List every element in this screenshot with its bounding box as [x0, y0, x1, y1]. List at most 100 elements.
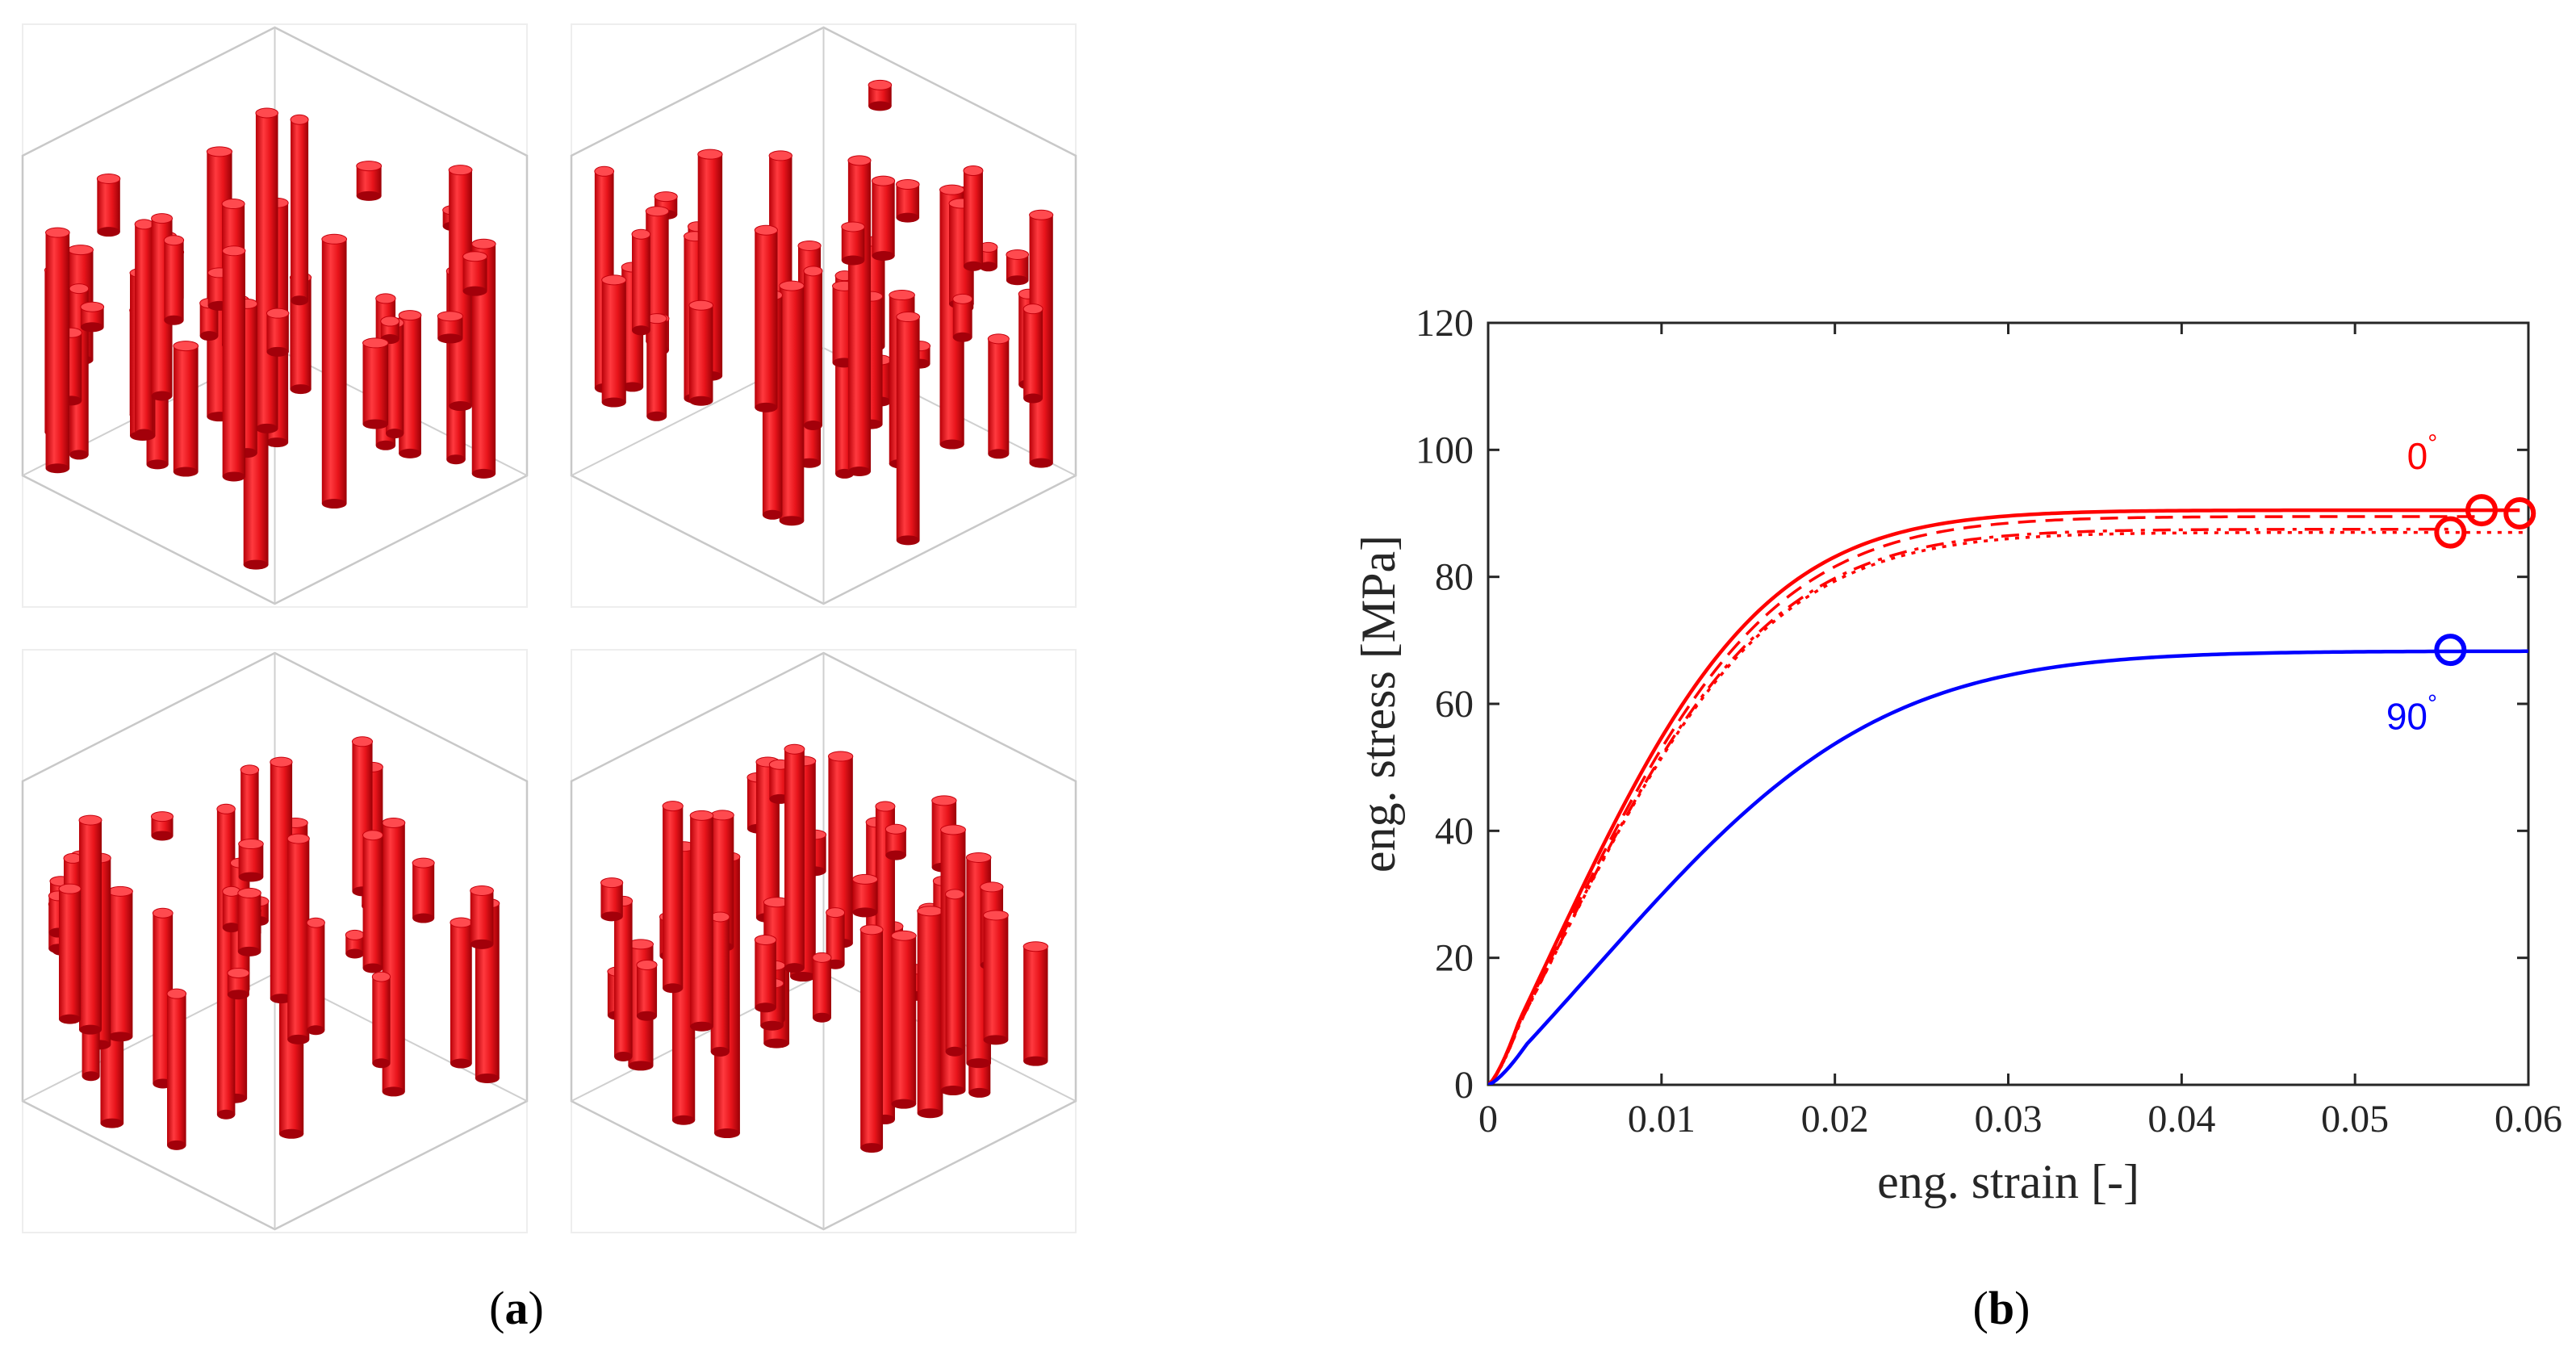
- annotation-degree: °: [2428, 430, 2437, 457]
- annotation-degree: °: [2428, 690, 2437, 717]
- fiber: [754, 224, 778, 412]
- y-tick-label: 60: [1435, 683, 1474, 726]
- panel-a-rve-renderings: (a): [0, 0, 1098, 1352]
- fiber: [470, 885, 494, 949]
- rve-cube-1: [21, 23, 529, 608]
- fiber: [45, 227, 70, 474]
- fiber: [450, 917, 473, 1069]
- chart-canvas: 0 0.01 0.02 0.03 0.04 0.05 0.06 0 20 40 60 80 100 120…: [1352, 302, 2562, 1334]
- fiber: [952, 293, 973, 342]
- fiber: [380, 316, 400, 345]
- series-line-3: [1488, 527, 2454, 1085]
- fiber: [345, 929, 365, 959]
- annotation-text: 90: [2386, 695, 2428, 737]
- y-axis-label: eng. stress [MPa]: [1352, 535, 1405, 873]
- fiber: [917, 906, 943, 1119]
- fiber: [362, 830, 383, 973]
- fiber: [884, 823, 907, 860]
- fiber: [868, 79, 893, 111]
- fiber: [646, 313, 667, 421]
- failure-marker-5: [2434, 634, 2467, 667]
- fiber: [222, 245, 246, 482]
- fiber: [613, 895, 634, 1061]
- plot-area-frame: [1487, 321, 2530, 1086]
- y-tick-label: 20: [1435, 937, 1474, 980]
- fiber: [600, 877, 624, 922]
- fiber: [983, 910, 1009, 1045]
- fiber: [238, 839, 264, 882]
- fiber: [963, 165, 984, 271]
- fiber: [803, 266, 823, 431]
- rve-cube-4: [570, 649, 1077, 1233]
- fiber: [356, 161, 383, 201]
- y-tick-label: 40: [1435, 810, 1474, 852]
- x-tick-label: 0.04: [2147, 1098, 2215, 1141]
- fiber: [362, 337, 389, 429]
- fiber: [173, 341, 199, 477]
- fiber: [150, 811, 174, 841]
- fiber: [80, 301, 105, 333]
- fiber: [166, 988, 187, 1150]
- fiber: [636, 959, 658, 1021]
- annotation-1: 0°: [2407, 430, 2438, 477]
- fiber: [266, 308, 290, 357]
- fiber: [78, 814, 102, 1035]
- fiber: [1022, 303, 1043, 404]
- fiber: [437, 311, 463, 344]
- fiber: [1022, 941, 1048, 1066]
- panel-b-caption-letter: b: [1988, 1282, 2014, 1334]
- fiber: [859, 924, 884, 1153]
- y-tick-label: 80: [1435, 556, 1474, 599]
- y-tick-label: 120: [1416, 302, 1474, 345]
- fiber: [812, 952, 832, 1023]
- fiber: [163, 235, 185, 325]
- fiber: [286, 833, 310, 1044]
- x-tick-label: 0.02: [1801, 1098, 1869, 1141]
- fiber: [945, 889, 964, 1057]
- fiber: [841, 221, 865, 266]
- x-tick-label: 0.06: [2494, 1098, 2562, 1141]
- fiber: [222, 885, 241, 933]
- fiber: [891, 930, 917, 1109]
- series-line-1: [1488, 508, 2520, 1085]
- fiber: [662, 801, 684, 994]
- fiber: [237, 887, 261, 956]
- fiber: [987, 333, 1010, 459]
- x-tick-label: 0: [1478, 1098, 1498, 1141]
- fiber: [784, 743, 805, 973]
- fiber: [601, 274, 627, 408]
- fiber: [371, 971, 391, 1069]
- x-tick-label: 0.05: [2321, 1098, 2389, 1141]
- x-tick-label: 0.03: [1975, 1098, 2043, 1141]
- fiber: [412, 857, 435, 923]
- panel-b-stress-strain-chart: 0 0.01 0.02 0.03 0.04 0.05 0.06 0 20 40 60 80 100 120…: [1291, 0, 2576, 1352]
- fiber: [896, 312, 921, 546]
- fiber: [227, 967, 250, 1000]
- series-line-2: [1488, 515, 2482, 1085]
- failure-marker-3: [2434, 516, 2467, 549]
- panel-b-caption: (b): [1973, 1282, 2030, 1334]
- failure-marker-2: [2465, 494, 2498, 527]
- fiber: [321, 233, 348, 509]
- fiber: [689, 810, 714, 1032]
- fiber: [779, 280, 805, 526]
- fiber: [306, 917, 325, 1036]
- panel-a-caption-letter: a: [505, 1282, 529, 1334]
- fiber: [710, 911, 730, 1057]
- fiber: [851, 873, 879, 918]
- fiber: [895, 178, 920, 223]
- fiber: [978, 241, 998, 272]
- annotation-2: 90°: [2386, 690, 2437, 737]
- fiber: [847, 155, 872, 477]
- fiber: [240, 764, 260, 851]
- rve-rendering-canvas: (a): [21, 23, 1077, 1334]
- fiber: [631, 228, 651, 336]
- fiber: [290, 114, 309, 306]
- x-tick-label: 0.01: [1628, 1098, 1696, 1141]
- series-group: [1488, 508, 2528, 1085]
- failure-marker-1: [2503, 497, 2536, 529]
- fiber: [96, 173, 121, 237]
- fiber: [107, 885, 133, 1042]
- y-tick-label: 100: [1416, 429, 1474, 471]
- annotation-text: 0: [2407, 435, 2428, 477]
